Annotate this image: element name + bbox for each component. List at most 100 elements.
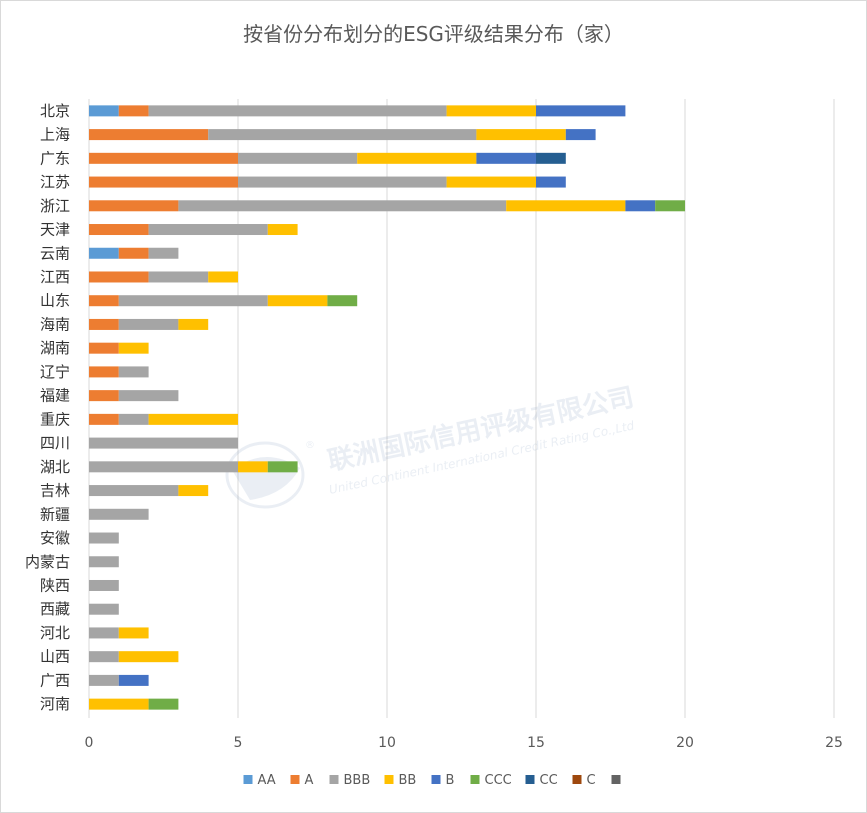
category-label: 海南 — [40, 315, 70, 333]
category-label: 河南 — [40, 695, 70, 713]
category-label: 吉林 — [40, 482, 70, 500]
bar-segment-A-6 — [118, 247, 149, 259]
x-tick-label: 15 — [527, 735, 545, 751]
bar-segment-BBB-17 — [89, 508, 149, 520]
x-tick-label: 20 — [676, 735, 694, 751]
watermark-registered: ® — [305, 440, 315, 451]
bar-segment-BBB-5 — [148, 224, 268, 236]
x-tick-label: 10 — [378, 735, 396, 751]
bar-segment-BBB-21 — [89, 603, 119, 615]
bar-segment-BBB-24 — [89, 674, 119, 686]
bar-segment-BBB-11 — [118, 366, 149, 378]
bar-segment-BBB-0 — [148, 105, 447, 117]
bar-segment-BB-23 — [118, 651, 179, 663]
bar-segment-A-9 — [89, 318, 119, 330]
bar-segment-BBB-1 — [208, 129, 477, 141]
category-label: 江苏 — [40, 173, 70, 191]
bar-segment-BB-15 — [238, 461, 268, 473]
bar-segment-BB-7 — [208, 271, 238, 283]
bar-segment-BBB-7 — [148, 271, 209, 283]
bar-segment-B-4 — [625, 200, 656, 212]
bar-segment-CCC-8 — [327, 295, 358, 307]
bar-segment-B-3 — [536, 176, 566, 188]
legend-label: CCC — [485, 773, 512, 788]
legend-label: BBB — [344, 773, 371, 788]
bar-segment-B-24 — [118, 674, 149, 686]
bar-segment-BB-5 — [267, 224, 298, 236]
category-label: 山西 — [40, 648, 70, 666]
chart-title: 按省份分布划分的ESG评级结果分布（家） — [243, 22, 624, 46]
category-label: 广东 — [40, 149, 70, 167]
category-label: 湖南 — [40, 339, 70, 357]
bar-segment-A-3 — [89, 176, 238, 188]
category-label: 安徽 — [40, 529, 70, 547]
bar-segment-BB-10 — [118, 342, 149, 354]
bar-segment-BB-3 — [446, 176, 536, 188]
bar-segment-BB-16 — [178, 485, 209, 497]
category-label: 北京 — [40, 102, 70, 120]
bar-segment-A-12 — [89, 390, 119, 402]
legend-label: A — [305, 773, 314, 788]
category-label: 湖北 — [40, 458, 70, 476]
category-label: 重庆 — [40, 410, 70, 428]
category-labels: 北京上海广东江苏浙江天津云南江西山东海南湖南辽宁福建重庆四川湖北吉林新疆安徽内蒙… — [25, 102, 70, 713]
category-label: 内蒙古 — [25, 553, 70, 571]
category-label: 福建 — [40, 387, 70, 405]
bar-segment-BB-9 — [178, 318, 209, 330]
bar-segment-CCC-4 — [655, 200, 685, 212]
category-label: 河北 — [40, 624, 70, 642]
legend-label: C — [587, 773, 596, 788]
bar-segment-BBB-23 — [89, 651, 119, 663]
category-label: 浙江 — [40, 197, 70, 215]
bar-segment-A-10 — [89, 342, 119, 354]
category-label: 江西 — [40, 268, 70, 286]
legend-swatch — [572, 775, 582, 784]
bar-segment-BBB-15 — [89, 461, 238, 473]
bar-segment-BBB-12 — [118, 390, 179, 402]
x-tick-label: 25 — [825, 735, 843, 751]
legend-swatch — [384, 775, 394, 784]
bar-segment-BBB-16 — [89, 485, 179, 497]
bar-segment-BBB-18 — [89, 532, 119, 544]
bar-segment-BBB-20 — [89, 579, 119, 591]
bar-segment-BB-25 — [89, 698, 149, 710]
bar-segments — [89, 105, 685, 710]
legend-swatch — [329, 775, 339, 784]
bar-segment-BB-13 — [148, 413, 238, 425]
bar-segment-A-4 — [89, 200, 179, 212]
bar-segment-BBB-2 — [238, 152, 358, 164]
legend-swatch — [243, 775, 253, 784]
legend-label: AA — [258, 773, 276, 788]
bar-segment-BB-1 — [476, 129, 566, 141]
bar-segment-BBB-9 — [118, 318, 179, 330]
legend-label: B — [446, 773, 455, 788]
bar-segment-B-0 — [536, 105, 626, 117]
x-tick-label: 5 — [234, 735, 243, 751]
bar-segment-BBB-19 — [89, 556, 119, 568]
bar-segment-A-11 — [89, 366, 119, 378]
gridlines — [88, 99, 835, 718]
watermark-logo: ® 联洲国际信用评级有限公司 United Continent Internat… — [225, 382, 637, 509]
legend-swatch — [611, 775, 621, 784]
bar-segment-BBB-4 — [178, 200, 507, 212]
bar-segment-AA-0 — [89, 105, 119, 117]
x-tick-label: 0 — [85, 735, 94, 751]
category-label: 广西 — [40, 671, 70, 689]
category-label: 陕西 — [40, 576, 70, 594]
bar-segment-B-2 — [476, 152, 536, 164]
category-label: 天津 — [40, 221, 70, 239]
bar-segment-BB-22 — [118, 627, 149, 639]
legend-swatch — [431, 775, 441, 784]
bar-segment-BBB-8 — [118, 295, 268, 307]
bar-segment-A-5 — [89, 224, 149, 236]
bar-segment-A-0 — [118, 105, 149, 117]
category-label: 上海 — [40, 126, 70, 144]
bar-segment-CCC-15 — [267, 461, 298, 473]
bar-segment-A-7 — [89, 271, 149, 283]
bar-segment-BBB-14 — [89, 437, 238, 449]
bar-segment-A-13 — [89, 413, 119, 425]
bar-segment-BBB-13 — [118, 413, 149, 425]
x-axis-ticks: 0 5 10 15 20 25 — [85, 735, 843, 751]
legend-swatch — [525, 775, 535, 784]
